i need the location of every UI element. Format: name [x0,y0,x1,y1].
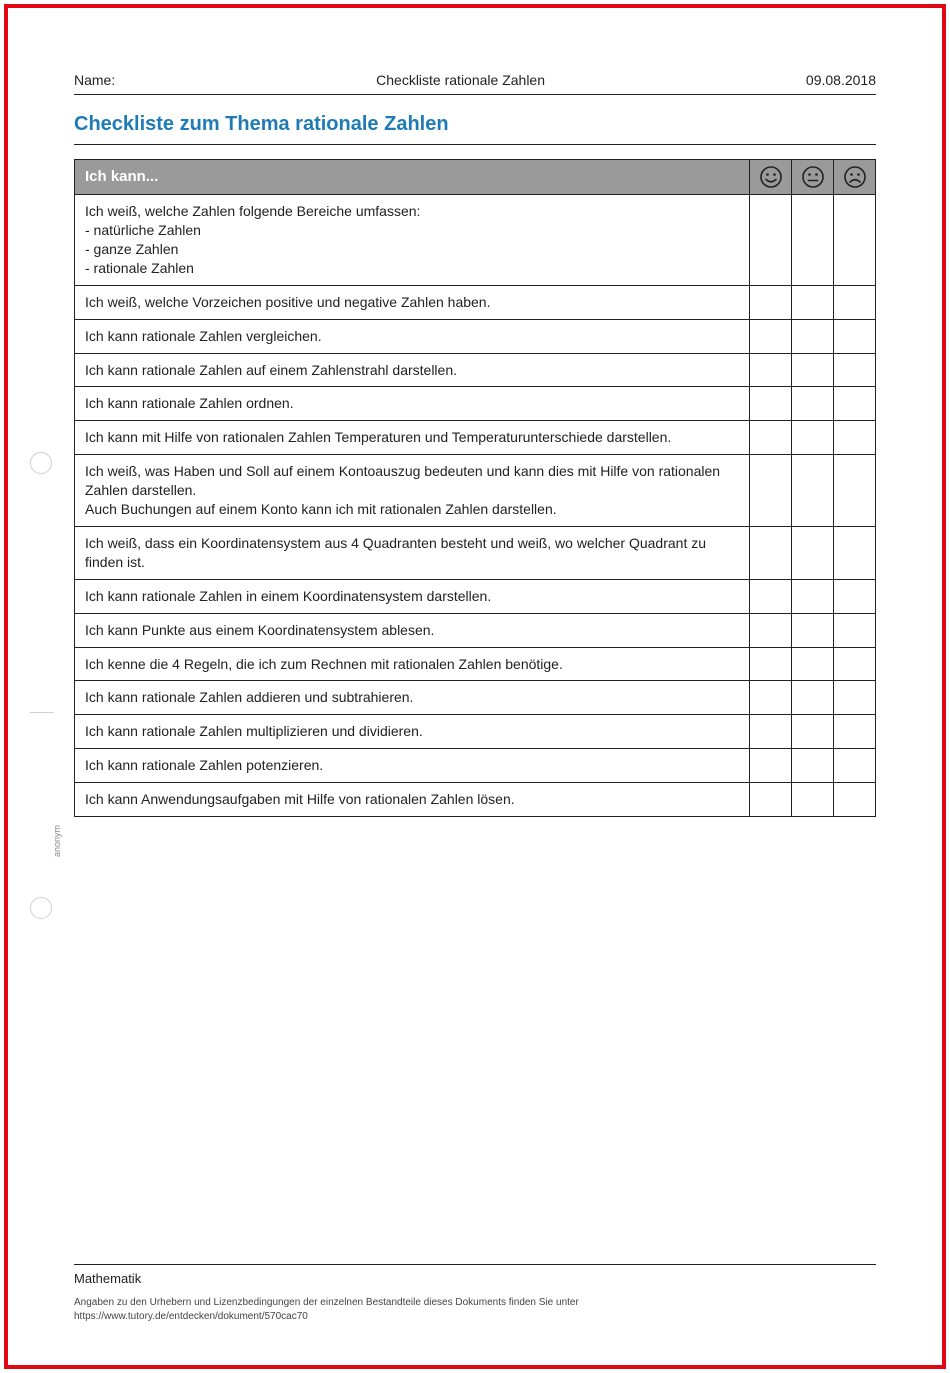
rating-cell-neutral[interactable] [792,579,834,613]
rating-cell-neutral[interactable] [792,353,834,387]
document-header: Name: Checkliste rationale Zahlen 09.08.… [74,72,876,95]
table-row: Ich kann rationale Zahlen in einem Koord… [75,579,876,613]
rating-cell-sad[interactable] [834,319,876,353]
rating-cell-neutral[interactable] [792,749,834,783]
row-text: Ich kann Punkte aus einem Koordinatensys… [75,613,750,647]
rating-cell-sad[interactable] [834,749,876,783]
page-title: Checkliste zum Thema rationale Zahlen [74,113,876,145]
row-text: Ich kann mit Hilfe von rationalen Zahlen… [75,421,750,455]
rating-cell-happy[interactable] [750,285,792,319]
header-happy-cell [750,160,792,195]
rating-cell-sad[interactable] [834,681,876,715]
rating-cell-happy[interactable] [750,387,792,421]
row-text: Ich kann rationale Zahlen ordnen. [75,387,750,421]
table-row: Ich weiß, dass ein Koordinatensystem aus… [75,526,876,579]
row-text: Ich weiß, dass ein Koordinatensystem aus… [75,526,750,579]
rating-cell-neutral[interactable] [792,285,834,319]
row-text: Ich kenne die 4 Regeln, die ich zum Rech… [75,647,750,681]
rating-cell-happy[interactable] [750,749,792,783]
table-row: Ich kann mit Hilfe von rationalen Zahlen… [75,421,876,455]
rating-cell-happy[interactable] [750,681,792,715]
table-row: Ich weiß, welche Zahlen folgende Bereich… [75,195,876,286]
checklist-table: Ich kann... Ich weiß, wel [74,159,876,817]
rating-cell-neutral[interactable] [792,526,834,579]
row-text: Ich weiß, welche Zahlen folgende Bereich… [75,195,750,286]
header-label-cell: Ich kann... [75,160,750,195]
row-text: Ich kann rationale Zahlen addieren und s… [75,681,750,715]
header-title: Checkliste rationale Zahlen [376,72,545,88]
header-date: 09.08.2018 [806,72,876,88]
footer-subject: Mathematik [74,1264,876,1286]
rating-cell-happy[interactable] [750,613,792,647]
footer-attribution-1: Angaben zu den Urhebern und Lizenzbeding… [74,1296,876,1310]
rating-cell-happy[interactable] [750,783,792,817]
rating-cell-sad[interactable] [834,455,876,527]
rating-cell-neutral[interactable] [792,195,834,286]
rating-cell-neutral[interactable] [792,319,834,353]
rating-cell-neutral[interactable] [792,783,834,817]
table-row: Ich kann rationale Zahlen ordnen. [75,387,876,421]
rating-cell-sad[interactable] [834,285,876,319]
table-row: Ich kann rationale Zahlen multiplizieren… [75,715,876,749]
rating-cell-happy[interactable] [750,647,792,681]
rating-cell-happy[interactable] [750,715,792,749]
rating-cell-neutral[interactable] [792,613,834,647]
row-text: Ich weiß, welche Vorzeichen positive und… [75,285,750,319]
rating-cell-happy[interactable] [750,319,792,353]
name-label: Name: [74,72,115,88]
rating-cell-neutral[interactable] [792,421,834,455]
header-neutral-cell [792,160,834,195]
table-row: Ich kenne die 4 Regeln, die ich zum Rech… [75,647,876,681]
table-row: Ich weiß, welche Vorzeichen positive und… [75,285,876,319]
rating-cell-happy[interactable] [750,455,792,527]
rating-cell-sad[interactable] [834,421,876,455]
punch-hole-icon [30,897,52,919]
row-text: Ich kann rationale Zahlen vergleichen. [75,319,750,353]
rating-cell-sad[interactable] [834,715,876,749]
row-text: Ich weiß, was Haben und Soll auf einem K… [75,455,750,527]
table-row: Ich kann rationale Zahlen addieren und s… [75,681,876,715]
row-text: Ich kann Anwendungsaufgaben mit Hilfe vo… [75,783,750,817]
side-label: anonym [52,825,62,857]
table-row: Ich kann rationale Zahlen vergleichen. [75,319,876,353]
row-text: Ich kann rationale Zahlen multiplizieren… [75,715,750,749]
rating-cell-sad[interactable] [834,613,876,647]
footer: Mathematik Angaben zu den Urhebern und L… [74,1264,876,1323]
rating-cell-sad[interactable] [834,579,876,613]
rating-cell-sad[interactable] [834,195,876,286]
table-row: Ich kann rationale Zahlen potenzieren. [75,749,876,783]
fold-mark [30,712,54,713]
rating-cell-sad[interactable] [834,353,876,387]
table-row: Ich kann Punkte aus einem Koordinatensys… [75,613,876,647]
footer-attribution-2: https://www.tutory.de/entdecken/dokument… [74,1310,876,1324]
table-row: Ich weiß, was Haben und Soll auf einem K… [75,455,876,527]
row-text: Ich kann rationale Zahlen potenzieren. [75,749,750,783]
rating-cell-happy[interactable] [750,526,792,579]
table-row: Ich kann Anwendungsaufgaben mit Hilfe vo… [75,783,876,817]
rating-cell-sad[interactable] [834,526,876,579]
rating-cell-happy[interactable] [750,195,792,286]
rating-cell-happy[interactable] [750,579,792,613]
worksheet-page: anonym Name: Checkliste rationale Zahlen… [12,12,938,1361]
row-text: Ich kann rationale Zahlen in einem Koord… [75,579,750,613]
smiley-sad-icon [838,165,871,189]
rating-cell-happy[interactable] [750,353,792,387]
punch-hole-icon [30,452,52,474]
rating-cell-neutral[interactable] [792,387,834,421]
rating-cell-sad[interactable] [834,647,876,681]
row-text: Ich kann rationale Zahlen auf einem Zahl… [75,353,750,387]
rating-cell-happy[interactable] [750,421,792,455]
rating-cell-neutral[interactable] [792,715,834,749]
smiley-neutral-icon [796,165,829,189]
header-sad-cell [834,160,876,195]
table-header-row: Ich kann... [75,160,876,195]
rating-cell-sad[interactable] [834,387,876,421]
rating-cell-neutral[interactable] [792,455,834,527]
rating-cell-sad[interactable] [834,783,876,817]
rating-cell-neutral[interactable] [792,681,834,715]
smiley-happy-icon [754,165,787,189]
rating-cell-neutral[interactable] [792,647,834,681]
table-row: Ich kann rationale Zahlen auf einem Zahl… [75,353,876,387]
